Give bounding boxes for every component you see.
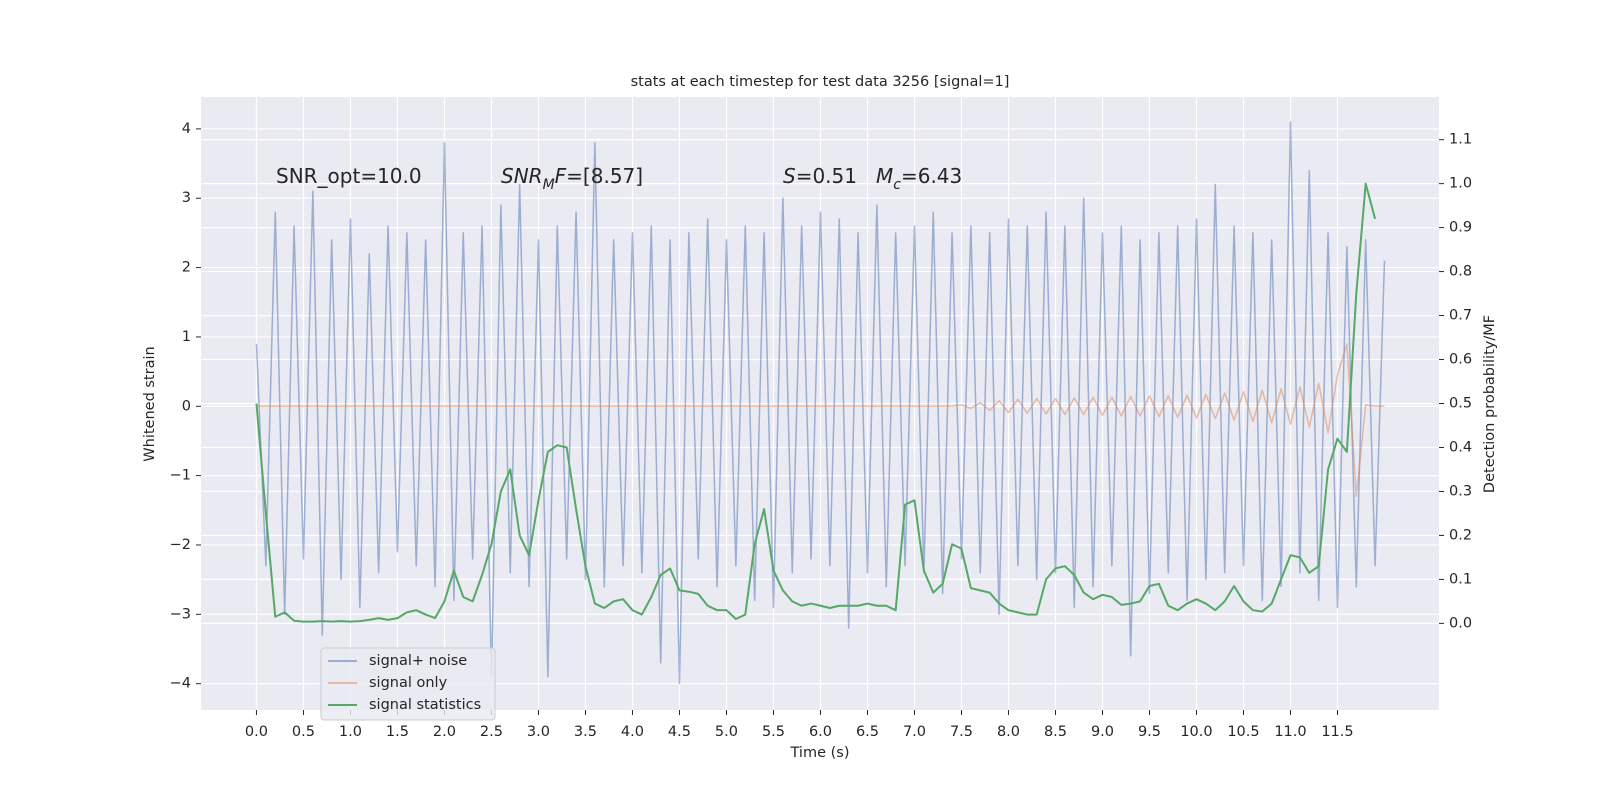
y2-tick-label: 1.0 (1449, 176, 1472, 192)
annotation: SNRMF=[8.57] (501, 164, 643, 194)
x-tick-label: 1.5 (386, 724, 409, 740)
marks (255, 121, 1386, 685)
annotation-part: =[8.57] (566, 164, 643, 188)
annotation-part: c (893, 177, 901, 193)
series-line (256, 343, 1385, 498)
x-tick-label: 3.0 (527, 724, 550, 740)
legend-box (320, 647, 496, 721)
y2-tick-label: 0.7 (1449, 308, 1472, 324)
x-tick-label: 8.0 (997, 724, 1020, 740)
annotation: S=0.51 (783, 164, 857, 188)
legend-label: signal statistics (369, 697, 481, 713)
x-tick-label: 8.5 (1044, 724, 1067, 740)
x-tick-label: 4.5 (668, 724, 691, 740)
x-tick-label: 2.5 (480, 724, 503, 740)
y2-tick-label: 0.9 (1449, 220, 1472, 236)
chart-title: stats at each timestep for test data 325… (631, 74, 1010, 90)
y2-tick-label: 0.2 (1449, 527, 1472, 543)
x-tick-label: 2.0 (433, 724, 456, 740)
annotation-part: =6.43 (901, 164, 962, 188)
y2-tick-label: 0.8 (1449, 264, 1472, 280)
y-tick-label: 3 (182, 190, 191, 206)
y-tick-label: 4 (182, 121, 191, 137)
x-tick-label: 10.0 (1180, 724, 1212, 740)
x-tick-label: 10.5 (1227, 724, 1259, 740)
annotation-part: SNR_opt=10.0 (276, 164, 422, 188)
y-tick-label: 2 (182, 260, 191, 276)
x-tick-label: 5.5 (762, 724, 785, 740)
annotation-part: F (555, 164, 567, 188)
y-tick-label: −4 (170, 676, 191, 692)
y-axis-label: Whitened strain (142, 346, 158, 461)
y-tick-label: −3 (170, 606, 191, 622)
y-tick-label: −2 (170, 537, 191, 553)
legend-label: signal only (369, 675, 448, 691)
legend-label: signal+ noise (369, 653, 467, 669)
y2-tick-label: 0.3 (1449, 483, 1472, 499)
series-line (255, 182, 1377, 623)
x-tick-label: 5.0 (715, 724, 738, 740)
x-tick-label: 0.5 (292, 724, 315, 740)
y2-tick-label: 0.6 (1449, 352, 1472, 368)
x-tick-label: 11.5 (1321, 724, 1353, 740)
x-tick-label: 6.5 (856, 724, 879, 740)
legend: signal+ noise signal only signal statistic… (320, 647, 496, 721)
y-tick-label: 1 (182, 329, 191, 345)
annotation: SNR_opt=10.0 (276, 164, 422, 188)
annotation-part: =0.51 (796, 164, 857, 188)
y-tick-label: 0 (182, 398, 191, 414)
y2-tick-label: 0.1 (1449, 571, 1472, 587)
x-tick-label: 7.0 (903, 724, 926, 740)
x-tick-label: 6.0 (809, 724, 832, 740)
y2-tick-label: 0.5 (1449, 396, 1472, 412)
x-tick-label: 1.0 (339, 724, 362, 740)
y2-tick-label: 1.1 (1449, 132, 1472, 148)
x-tick-label: 7.5 (950, 724, 973, 740)
annotation-part: S (783, 164, 796, 188)
x-tick-label: 11.0 (1274, 724, 1306, 740)
x-axis-label: Time (s) (790, 745, 850, 761)
axes: 0.0 0.5 1.0 1.5 2.0 2.5 3.0 3.5 4.0 4.5 5.0 5.5 6.0 6… (170, 121, 1472, 740)
annotation-part: M (543, 177, 555, 193)
y2-tick-label: 0.0 (1449, 615, 1472, 631)
annotation: Mc=6.43 (876, 164, 962, 194)
y2-axis-label: Detection probability/MF (1482, 315, 1498, 493)
series-line (255, 121, 1386, 685)
x-tick-label: 4.0 (621, 724, 644, 740)
annotation-part: M (876, 164, 893, 188)
x-tick-label: 9.5 (1138, 724, 1161, 740)
x-tick-label: 3.5 (574, 724, 597, 740)
annotation-part: SNR (501, 164, 543, 188)
x-tick-label: 0.0 (245, 724, 268, 740)
y2-tick-label: 0.4 (1449, 439, 1472, 455)
x-tick-label: 9.0 (1091, 724, 1114, 740)
y-tick-label: −1 (170, 468, 191, 484)
